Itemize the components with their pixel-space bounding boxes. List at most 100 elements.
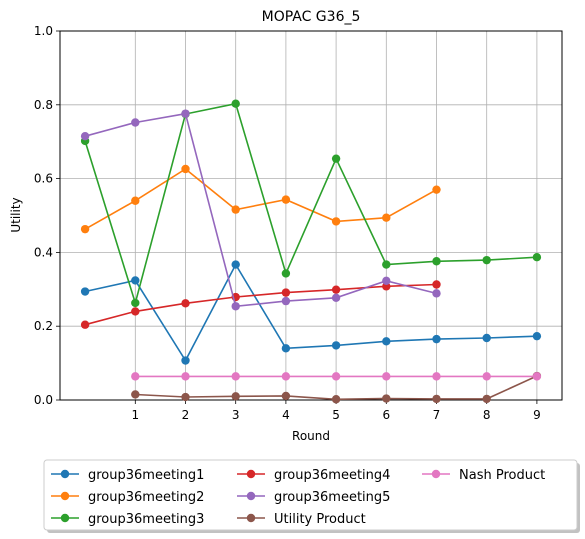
data-point-group36meeting4 [281, 288, 291, 297]
y-tick-label: 0.6 [34, 172, 53, 186]
data-point-group36meeting2 [331, 217, 341, 226]
data-point-group36meeting4 [432, 280, 441, 289]
x-tick-label: 5 [332, 408, 340, 422]
data-point-group36meeting4 [331, 285, 341, 294]
data-point-group36meeting2 [181, 164, 190, 174]
x-tick-label: 1 [131, 408, 139, 422]
data-point-group36meeting3 [532, 252, 542, 262]
data-point-group36meeting1 [281, 344, 291, 353]
legend-label: group36meeting5 [274, 490, 390, 505]
data-point-group36meeting1 [482, 333, 491, 343]
legend-label: group36meeting2 [88, 490, 204, 505]
data-point-group36meeting1 [532, 331, 542, 341]
data-point-group36meeting3 [281, 269, 291, 278]
data-point-group36meeting3 [482, 255, 491, 265]
y-tick-label: 0.2 [34, 319, 53, 333]
y-tick-label: 0.0 [34, 393, 53, 407]
data-point-group36meeting1 [231, 260, 240, 269]
legend-entry: group36meeting5 [237, 490, 390, 505]
data-point-group36meeting1 [432, 334, 441, 344]
series-line-group36meeting2 [84, 168, 437, 230]
legend-entry: group36meeting3 [51, 512, 204, 527]
data-point-group36meeting3 [432, 257, 441, 266]
data-point-utility-product [131, 390, 140, 399]
data-point-group36meeting2 [131, 196, 140, 205]
legend-label: group36meeting3 [88, 512, 204, 527]
data-point-utility-product [432, 394, 441, 404]
data-point-nash-product [181, 372, 190, 381]
data-point-group36meeting3 [331, 154, 341, 163]
data-point-nash-product [281, 372, 291, 381]
data-point-group36meeting5 [382, 276, 391, 286]
y-axis-label: Utility [9, 197, 23, 232]
y-tick-label: 1.0 [34, 24, 53, 38]
chart-title: MOPAC G36_5 [262, 9, 361, 25]
data-point-group36meeting1 [382, 337, 391, 346]
legend-marker [246, 469, 256, 479]
data-point-utility-product [382, 394, 391, 403]
data-point-group36meeting2 [80, 224, 90, 234]
y-tick-label: 0.8 [34, 98, 53, 112]
data-point-utility-product [281, 391, 291, 401]
series-line-group36meeting5 [84, 112, 437, 308]
series-group36meeting5 [80, 109, 441, 311]
x-tick-label: 9 [533, 408, 541, 422]
data-point-group36meeting3 [382, 260, 391, 269]
legend-label: Utility Product [274, 512, 366, 527]
data-point-group36meeting5 [80, 131, 90, 141]
x-tick-label: 7 [433, 408, 441, 422]
legend-entry: Utility Product [237, 512, 366, 527]
data-point-utility-product [181, 392, 190, 402]
legend-entry: group36meeting4 [237, 468, 390, 483]
legend-marker [60, 491, 70, 501]
data-point-group36meeting5 [331, 293, 341, 302]
data-point-nash-product [331, 372, 341, 381]
data-point-group36meeting5 [131, 118, 140, 127]
data-point-group36meeting5 [281, 296, 291, 306]
data-point-group36meeting2 [382, 213, 391, 222]
data-point-utility-product [231, 392, 240, 401]
legend-marker [246, 513, 256, 523]
series-group36meeting1 [80, 260, 542, 365]
data-point-utility-product [331, 395, 341, 404]
data-point-group36meeting4 [80, 320, 90, 329]
series-layer [80, 99, 542, 404]
legend-items: group36meeting1 group36meeting2 group36mee… [51, 468, 545, 527]
series-line-group36meeting1 [84, 262, 537, 363]
x-tick-label: 2 [182, 408, 190, 422]
series-line-group36meeting3 [84, 102, 537, 306]
data-point-group36meeting1 [131, 276, 140, 285]
legend-frame [43, 459, 578, 531]
x-tick-label: 8 [483, 408, 491, 422]
series-line-group36meeting4 [84, 283, 437, 326]
data-point-group36meeting3 [231, 99, 240, 108]
axis-ticks: 1 2 3 4 5 6 7 8 9 0.0 0.2 0.4 0.6 0.8 1.0 [34, 24, 541, 422]
data-point-nash-product [532, 372, 542, 381]
series-nash-product [131, 372, 542, 381]
legend-marker [60, 513, 70, 523]
data-point-nash-product [432, 372, 441, 381]
data-point-group36meeting1 [181, 356, 190, 365]
legend-marker [60, 469, 70, 479]
legend-label: Nash Product [459, 468, 545, 483]
x-axis-label: Round [292, 429, 330, 443]
data-point-group36meeting5 [432, 289, 441, 298]
data-point-group36meeting1 [80, 287, 90, 296]
legend-label: group36meeting1 [88, 468, 204, 483]
data-point-group36meeting1 [331, 341, 341, 350]
legend-entry: group36meeting2 [51, 490, 204, 505]
data-point-nash-product [131, 372, 140, 381]
data-point-group36meeting2 [281, 195, 291, 204]
data-point-group36meeting4 [181, 299, 190, 308]
series-group36meeting3 [80, 99, 542, 308]
data-point-nash-product [231, 372, 240, 381]
data-point-group36meeting5 [181, 109, 190, 118]
data-point-utility-product [482, 394, 491, 404]
x-tick-label: 3 [232, 408, 240, 422]
legend-marker [431, 469, 441, 479]
data-point-group36meeting5 [231, 302, 240, 311]
plot-frame [59, 30, 563, 401]
data-point-group36meeting2 [432, 185, 441, 194]
x-tick-label: 4 [282, 408, 290, 422]
